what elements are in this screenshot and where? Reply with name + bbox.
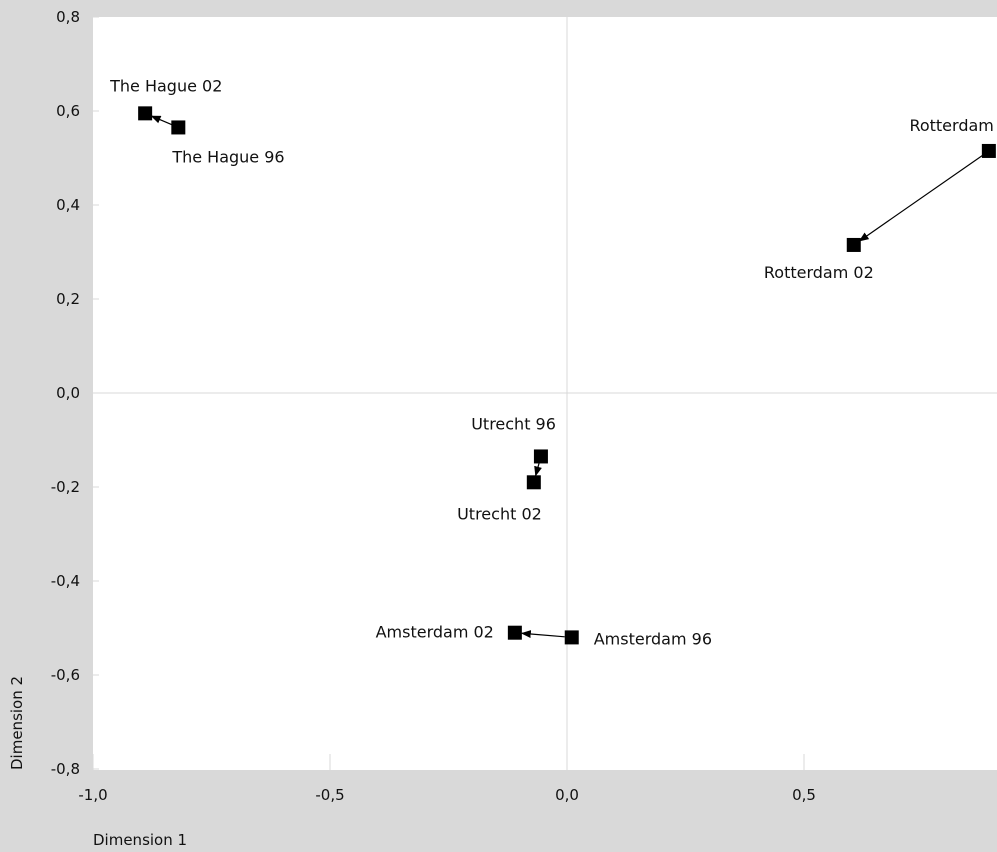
movement-arrow [150,115,173,126]
grid-layer [93,17,997,770]
point-label: The Hague 96 [171,147,284,166]
y-tick-label: -0,6 [51,666,80,684]
movement-arrow [520,630,565,639]
point-label: Rotterdam 02 [764,263,874,282]
y-tick-label: 0,8 [56,8,80,26]
x-tick-label: 0,0 [555,786,579,804]
point-label: Amsterdam 96 [594,629,712,648]
y-tick-label: 0,6 [56,102,80,120]
y-tick-label: 0,0 [56,384,80,402]
x-tick-label: -1,0 [78,786,107,804]
y-tick-label: -0,8 [51,760,80,778]
ticks-layer: 0,8 0,6 0,4 0,2 0,0 -0,2 -0,4 -0,6 -0,8 -1,0 -0,5 0… [51,8,816,804]
point-label: The Hague 02 [109,76,222,95]
y-tick-label: -0,4 [51,572,80,590]
data-point [138,106,153,121]
labels-layer: The Hague 02 The Hague 96 Rotterdam Rotterd… [109,76,994,648]
data-point [507,625,522,640]
point-label: Utrecht 02 [457,504,542,523]
y-tick-label: 0,4 [56,196,80,214]
x-tick-label: -0,5 [315,786,344,804]
point-label: Amsterdam 02 [376,623,494,642]
data-point [846,237,861,252]
data-point [533,449,548,464]
y-tick-label: 0,2 [56,290,80,308]
movement-arrow [858,154,984,242]
point-label: Utrecht 96 [471,414,556,433]
arrows-layer [150,115,984,639]
points-layer [138,106,996,645]
y-tick-label: -0,2 [51,478,80,496]
x-tick-label: 0,5 [792,786,816,804]
x-axis-title: Dimension 1 [93,831,187,849]
y-axis-title: Dimension 2 [8,676,26,770]
data-point [981,143,996,158]
data-point [171,120,186,135]
movement-arrow [534,463,542,477]
data-point [526,475,541,490]
point-label: Rotterdam [909,116,993,135]
data-point [564,630,579,645]
